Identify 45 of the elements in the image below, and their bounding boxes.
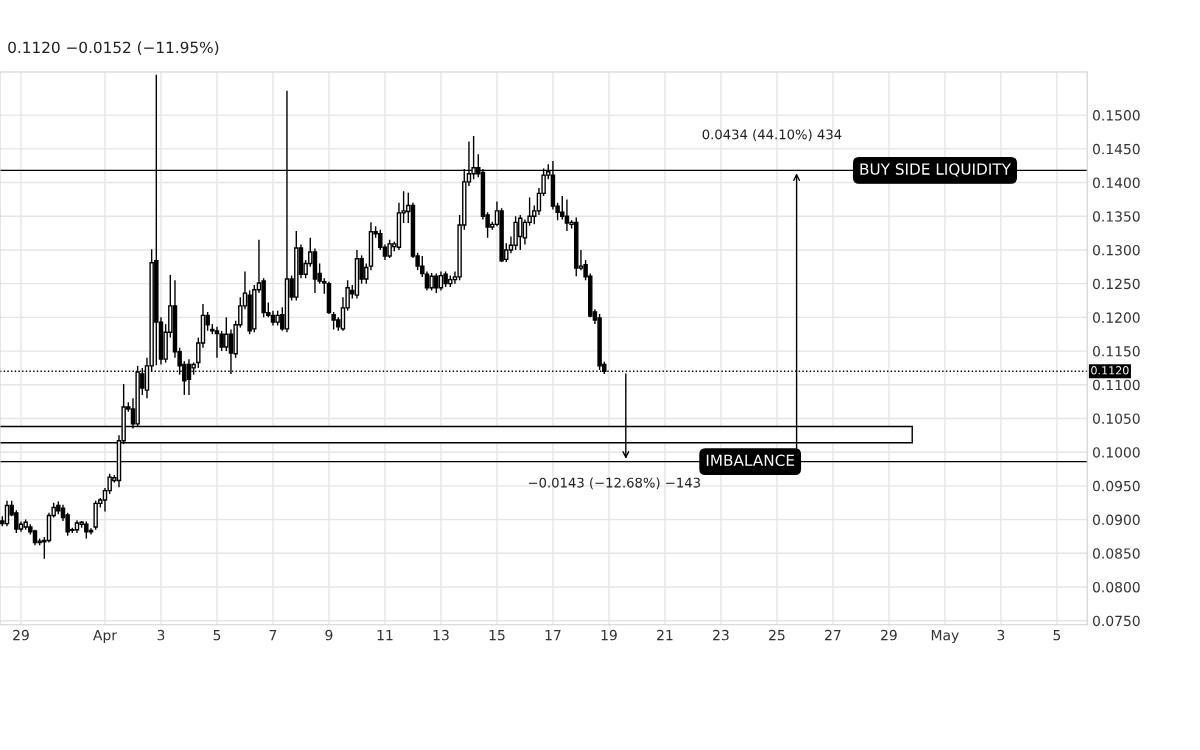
annotation: −0.0143 (−12.68%) −143 [528, 477, 700, 490]
y-tick-label: 0.0950 [1092, 480, 1140, 492]
x-tick-label: 5 [213, 630, 221, 641]
y-tick-label: 0.0800 [1092, 581, 1140, 593]
annotation: 0.0434 (44.10%) 434 [702, 129, 842, 141]
x-tick-label: 3 [157, 629, 165, 641]
x-tick-label: 21 [657, 629, 673, 641]
y-tick-label: 0.1500 [1092, 110, 1140, 121]
x-tick-label: Apr [93, 630, 117, 644]
y-tick-label: 0.1000 [1092, 447, 1140, 458]
x-tick-label: 25 [769, 629, 785, 641]
ref-line-label: IMBALANCE [706, 454, 795, 467]
x-tick-label: 17 [545, 630, 561, 641]
y-tick-label: 0.1400 [1092, 177, 1140, 189]
y-tick-label: 0.1350 [1092, 211, 1140, 222]
y-tick-label: 0.1450 [1092, 143, 1140, 155]
y-tick-label: 0.1200 [1092, 312, 1140, 323]
y-tick-label: 0.1300 [1092, 244, 1140, 256]
x-tick-label: 15 [489, 630, 505, 641]
candlestick [214, 326, 220, 359]
x-tick-label: 3 [997, 629, 1005, 641]
x-tick-label: 19 [601, 629, 617, 641]
candlestick [438, 270, 444, 292]
x-tick-label: 29 [881, 629, 897, 641]
y-tick-label: 0.1100 [1092, 379, 1140, 391]
x-tick-label: 13 [433, 629, 449, 641]
ref-line-label: 0.1120 [1091, 366, 1129, 375]
x-tick-label: 11 [377, 630, 393, 641]
y-tick-label: 0.0900 [1092, 514, 1140, 526]
y-tick-label: 0.1250 [1092, 278, 1140, 290]
x-tick-label: 23 [713, 629, 729, 641]
ref-line-label: BUY SIDE LIQUIDITY [860, 163, 1012, 177]
y-tick-label: 0.0750 [1092, 615, 1140, 627]
candlestick [564, 198, 570, 232]
x-tick-label: May [931, 630, 959, 644]
x-tick-label: 7 [269, 630, 277, 641]
y-tick-label: 0.1150 [1092, 346, 1140, 357]
y-tick-label: 0.1050 [1092, 413, 1140, 424]
candlestick [522, 218, 528, 246]
y-tick-label: 0.0850 [1092, 548, 1140, 559]
x-tick-label: 29 [13, 629, 29, 641]
chart-subtitle: 0.1120 −0.0152 (−11.95%) [8, 41, 219, 55]
x-tick-label: 5 [1053, 630, 1061, 641]
x-tick-label: 9 [325, 629, 333, 641]
x-tick-label: 27 [825, 629, 841, 641]
